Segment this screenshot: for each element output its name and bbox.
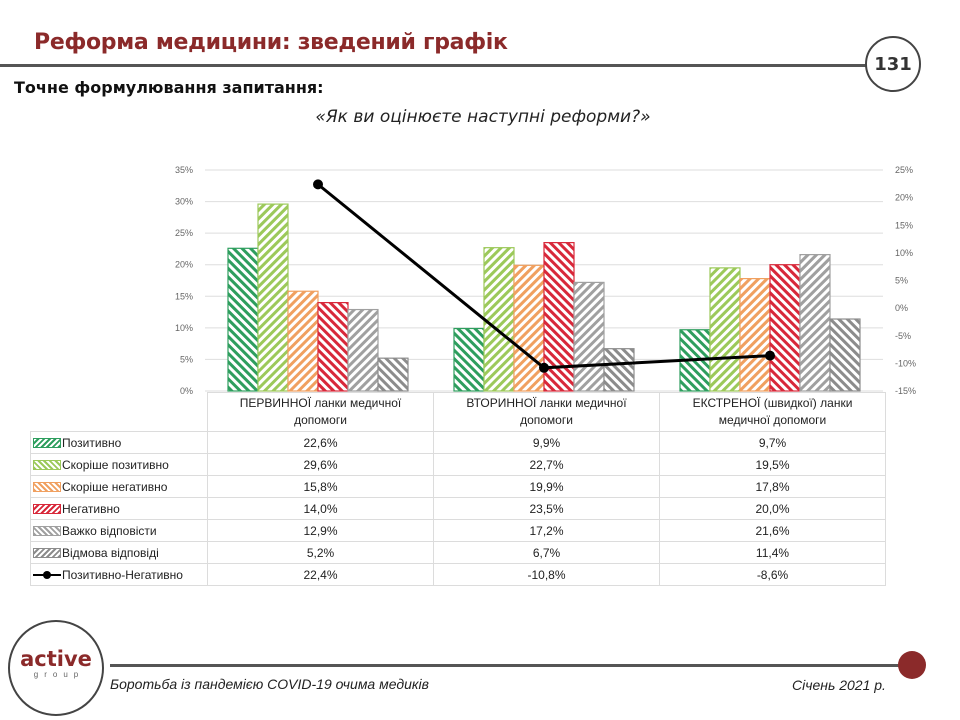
legend-key-refusal-icon: [33, 548, 61, 559]
logo-wordmark: active: [20, 647, 92, 671]
legend-key-rather-positive-icon: [33, 460, 61, 471]
svg-text:15%: 15%: [175, 291, 193, 301]
column-header: ПЕРВИННОЇ ланки медичної допомоги: [207, 392, 434, 432]
footer-dot-icon: [898, 651, 926, 679]
net-line-series: [313, 179, 775, 373]
svg-text:10%: 10%: [895, 248, 913, 258]
svg-text:0%: 0%: [895, 303, 908, 313]
page-number-badge: 131: [865, 36, 921, 92]
table-row: Важко відповісти 12,9% 17,2% 21,6%: [30, 519, 886, 542]
legend-label: Відмова відповіді: [62, 545, 159, 560]
svg-text:20%: 20%: [895, 193, 913, 203]
svg-text:-15%: -15%: [895, 386, 916, 396]
legend-label: Позитивно-Негативно: [62, 567, 183, 582]
footer-divider: [110, 664, 910, 667]
footer-caption: Боротьба із пандемією COVID-19 очима мед…: [110, 676, 429, 692]
svg-text:25%: 25%: [175, 228, 193, 238]
question-text: «Як ви оцінюєте наступні реформи?»: [315, 107, 651, 127]
data-table: ПЕРВИННОЇ ланки медичної допомоги ВТОРИНН…: [30, 392, 886, 586]
table-header-row: ПЕРВИННОЇ ланки медичної допомоги ВТОРИНН…: [30, 392, 886, 432]
svg-text:5%: 5%: [180, 354, 193, 364]
svg-text:10%: 10%: [175, 323, 193, 333]
legend-key-line-marker-icon: [33, 570, 61, 580]
table-row: Відмова відповіді 5,2% 6,7% 11,4%: [30, 541, 886, 564]
legend-key-rather-negative-icon: [33, 482, 61, 493]
table-row: Скоріше негативно 15,8% 19,9% 17,8%: [30, 475, 886, 498]
footer-date: Січень 2021 р.: [792, 677, 886, 693]
svg-text:35%: 35%: [175, 165, 193, 175]
svg-text:0%: 0%: [180, 386, 193, 396]
combo-chart: 0% 5% 10% 15% 20% 25% 30% 35% -15% -10% -5% 0% 5% 10…: [175, 165, 916, 396]
header-divider: [0, 64, 866, 67]
right-axis-ticks: -15% -10% -5% 0% 5% 10% 15% 20% 25%: [895, 165, 916, 396]
left-axis-ticks: 0% 5% 10% 15% 20% 25% 30% 35%: [175, 165, 193, 396]
svg-text:15%: 15%: [895, 220, 913, 230]
table-row: Позитивно-Негативно 22,4% -10,8% -8,6%: [30, 563, 886, 586]
svg-text:20%: 20%: [175, 260, 193, 270]
legend-key-positive-icon: [33, 438, 61, 449]
svg-text:5%: 5%: [895, 276, 908, 286]
page-title: Реформа медицини: зведений графік: [34, 30, 508, 55]
question-label: Точне формулювання запитання:: [14, 78, 324, 97]
table-row: Негативно 14,0% 23,5% 20,0%: [30, 497, 886, 520]
legend-key-hard-to-say-icon: [33, 526, 61, 537]
logo-subtext: group: [33, 670, 85, 679]
svg-text:-5%: -5%: [895, 331, 911, 341]
legend-key-negative-icon: [33, 504, 61, 515]
svg-text:-10%: -10%: [895, 358, 916, 368]
column-header: ВТОРИННОЇ ланки медичної допомоги: [433, 392, 660, 432]
column-header: ЕКСТРЕНОЇ (швидкої) ланки медичної допомо…: [659, 392, 886, 432]
legend-label: Скоріше позитивно: [62, 457, 169, 472]
svg-text:30%: 30%: [175, 197, 193, 207]
company-logo: active group: [8, 620, 104, 716]
legend-label: Важко відповісти: [62, 523, 157, 538]
legend-label: Скоріше негативно: [62, 479, 168, 494]
legend-label: Негативно: [62, 501, 120, 516]
legend-label: Позитивно: [62, 435, 122, 450]
table-row: Позитивно 22,6% 9,9% 9,7%: [30, 431, 886, 454]
svg-text:25%: 25%: [895, 165, 913, 175]
table-row: Скоріше позитивно 29,6% 22,7% 19,5%: [30, 453, 886, 476]
